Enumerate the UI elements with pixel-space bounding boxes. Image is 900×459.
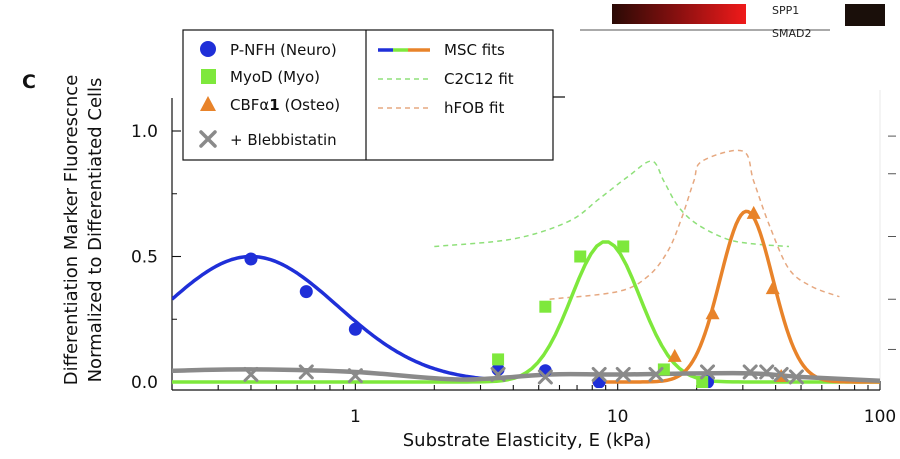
legend-label-c2c12-fit: C2C12 fit: [444, 70, 514, 88]
plot-area: [172, 149, 880, 388]
heatmap-bar-gradient: [612, 4, 746, 24]
legend-label-hfob-fit: hFOB fit: [444, 99, 504, 117]
x-tick-label: 10: [607, 407, 629, 427]
legend-triangle-marker: [200, 96, 216, 111]
heatmap-dark-cell: [845, 4, 885, 26]
data-points: [243, 205, 804, 388]
point-myod-myo: [617, 240, 630, 253]
legend-entry-msc-fits: MSC fits: [378, 41, 505, 59]
legend-entry-neuro: P-NFH (Neuro): [200, 41, 337, 59]
point-cbf-1-osteo: [746, 205, 761, 219]
fit-msc-osteo-fit: [592, 209, 880, 384]
fit-msc-myo-fit: [172, 240, 880, 384]
legend-square-marker: [201, 69, 216, 84]
x-tick-label: 1: [350, 407, 361, 427]
legend-circle-marker: [200, 41, 216, 57]
legend-marker-entries: P-NFH (Neuro) MyoD (Myo) CBFα1 (Osteo) +…: [199, 41, 340, 149]
legend-line-entries: MSC fits C2C12 fit hFOB fit: [378, 41, 514, 117]
legend-label-osteo-main: CBFα: [230, 96, 269, 114]
point--blebbistatin: [591, 366, 607, 382]
point-p-nfh-neuro: [348, 322, 362, 336]
legend-entry-hfob-fit: hFOB fit: [378, 99, 504, 117]
point--blebbistatin: [742, 364, 758, 380]
legend-label-osteo-tail: (Osteo): [280, 96, 340, 114]
point--blebbistatin: [788, 369, 804, 385]
point--blebbistatin: [537, 369, 553, 385]
point-myod-myo: [696, 376, 709, 388]
point-p-nfh-neuro: [244, 252, 258, 266]
legend-box: [182, 29, 554, 161]
x-ticks: 1 10 100: [171, 381, 896, 427]
y-axis-label-line2: Normalized to Differentiated Cells: [85, 78, 106, 383]
legend-entry-c2c12-fit: C2C12 fit: [378, 70, 514, 88]
y-ticks: 0.0 0.5 1.0: [131, 122, 181, 393]
legend-entry-osteo: CBFα1 (Osteo): [200, 96, 340, 114]
legend-x-marker: [199, 130, 217, 148]
legend-entry-blebbistatin: + Blebbistatin: [199, 130, 337, 149]
legend-entry-myo: MyoD (Myo): [201, 68, 320, 86]
point--blebbistatin: [298, 364, 314, 380]
point--blebbistatin: [490, 366, 506, 382]
right-axis-ticks: [888, 135, 896, 350]
point--blebbistatin: [700, 364, 716, 380]
msc-fit-curves: [172, 209, 880, 384]
corner-heatmap-fragment: SPP1 SMAD2: [580, 4, 885, 40]
legend-label-blebbistatin: + Blebbistatin: [230, 131, 337, 149]
legend: P-NFH (Neuro) MyoD (Myo) CBFα1 (Osteo) +…: [182, 29, 554, 161]
point-cbf-1-osteo: [667, 348, 682, 362]
ref-fit-hfob-fit: [549, 149, 840, 300]
legend-label-myo: MyoD (Myo): [230, 68, 320, 86]
point-myod-myo: [492, 353, 505, 366]
y-axis-label-line1: Differentiation Marker Fluorescnce: [61, 75, 82, 386]
point-myod-myo: [657, 363, 670, 376]
x-tick-label: 100: [864, 407, 896, 427]
ref-fit-c2c12-fit: [434, 160, 790, 248]
y-tick-label: 0.0: [131, 373, 158, 393]
corner-label-1: SPP1: [772, 4, 799, 17]
point--blebbistatin: [615, 366, 631, 382]
panel-letter: C: [22, 71, 36, 93]
legend-label-osteo-bold: 1: [269, 96, 279, 114]
y-axis-label: Differentiation Marker Fluorescnce Norma…: [61, 75, 106, 386]
y-tick-label: 0.5: [131, 248, 158, 268]
legend-label-msc-fits: MSC fits: [444, 41, 505, 59]
point--blebbistatin: [648, 366, 664, 382]
x-axis-label: Substrate Elasticity, E (kPa): [403, 430, 652, 451]
reference-fit-curves: [434, 149, 840, 300]
legend-label-neuro: P-NFH (Neuro): [230, 41, 337, 59]
point-p-nfh-neuro: [299, 285, 313, 299]
point-myod-myo: [574, 250, 587, 263]
point--blebbistatin: [759, 364, 775, 380]
fit-msc-neuro-fit: [172, 254, 499, 382]
point--blebbistatin: [243, 366, 259, 382]
point--blebbistatin: [773, 366, 789, 382]
corner-label-2: SMAD2: [772, 27, 811, 40]
point-myod-myo: [539, 300, 552, 313]
point-cbf-1-osteo: [765, 281, 780, 295]
legend-label-osteo: CBFα1 (Osteo): [230, 96, 340, 114]
point--blebbistatin: [347, 368, 363, 384]
point-cbf-1-osteo: [705, 306, 720, 320]
y-tick-label: 1.0: [131, 122, 158, 142]
